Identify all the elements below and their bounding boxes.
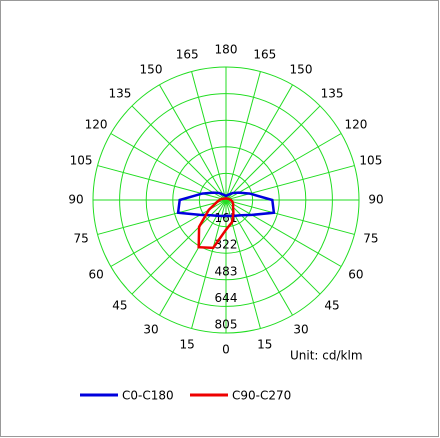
- series-line: [197, 197, 235, 250]
- spoke: [159, 199, 227, 316]
- spoke: [97, 199, 227, 235]
- spoke: [225, 199, 342, 267]
- ring-label: 322: [215, 238, 238, 252]
- spoke: [159, 84, 227, 201]
- angle-label: 120: [344, 118, 367, 132]
- spoke: [225, 84, 293, 201]
- ring: [145, 119, 307, 281]
- unit-label: Unit: cd/klm: [290, 349, 363, 363]
- angle-label: 60: [88, 268, 103, 282]
- angle-label: 15: [257, 337, 272, 351]
- ring-label: 644: [215, 291, 238, 305]
- angle-label: 165: [253, 48, 276, 62]
- angle-label: 120: [85, 118, 108, 132]
- angle-label: 30: [143, 322, 158, 336]
- legend-label: C90-C270: [232, 389, 291, 403]
- angle-label: 165: [176, 48, 199, 62]
- angle-label: 135: [108, 86, 131, 100]
- angle-label: 45: [112, 299, 127, 313]
- angle-label: 135: [321, 86, 344, 100]
- angle-label: 90: [68, 193, 83, 207]
- spoke: [97, 165, 227, 201]
- spoke: [191, 71, 227, 201]
- angle-label: 75: [363, 231, 378, 245]
- spoke: [110, 133, 227, 201]
- spoke: [131, 105, 227, 201]
- spoke: [225, 165, 355, 201]
- ring-label: 805: [215, 318, 238, 332]
- angle-label: 75: [73, 231, 88, 245]
- angle-label: 15: [180, 337, 195, 351]
- spoke: [225, 199, 293, 316]
- angle-label: 180: [215, 43, 238, 57]
- ring: [198, 172, 254, 228]
- spoke: [225, 199, 355, 235]
- ring: [119, 93, 333, 307]
- angle-label: 105: [70, 154, 93, 168]
- angle-label: 90: [368, 193, 383, 207]
- spoke: [225, 71, 261, 201]
- angle-label: 0: [222, 343, 230, 357]
- angle-label: 60: [348, 268, 363, 282]
- spoke: [191, 199, 227, 329]
- series-line: [176, 191, 276, 218]
- ring-label: 483: [215, 264, 238, 278]
- angle-label: 30: [293, 322, 308, 336]
- legend-label: C0-C180: [122, 389, 174, 403]
- angle-label: 45: [324, 299, 339, 313]
- ring: [172, 146, 280, 254]
- angle-label: 150: [290, 63, 313, 77]
- ring: [92, 66, 360, 334]
- angle-label: 150: [140, 63, 163, 77]
- spoke: [225, 133, 342, 201]
- spoke: [225, 105, 321, 201]
- angle-label: 105: [359, 154, 382, 168]
